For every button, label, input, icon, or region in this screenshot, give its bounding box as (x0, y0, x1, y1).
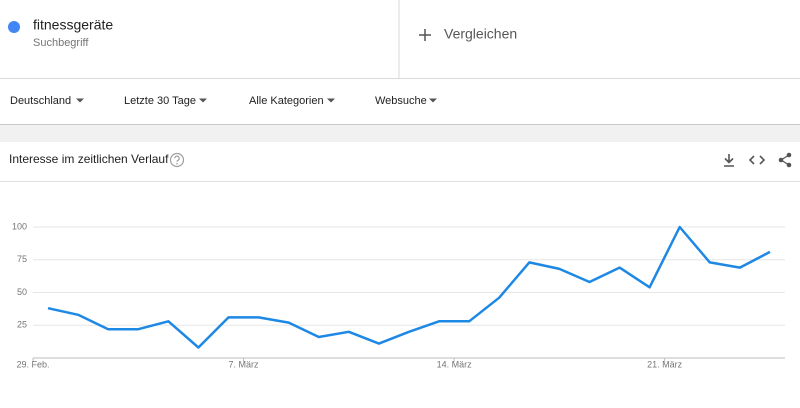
term-type: Suchbegriff (33, 37, 89, 49)
share-lines (779, 154, 790, 166)
filter-label[interactable]: Alle Kategorien (249, 95, 324, 107)
y-tick-label: 75 (17, 254, 27, 264)
x-tick-label: 21. März (647, 359, 683, 369)
embed-icon[interactable] (748, 155, 766, 165)
term-dot (8, 21, 20, 33)
compare-label[interactable]: Vergleichen (444, 26, 517, 42)
filter-label[interactable]: Deutschland (10, 95, 71, 107)
x-tick-label: 7. März (229, 359, 260, 369)
term[interactable]: fitnessgeräte (33, 17, 113, 33)
embed-glyph (748, 155, 766, 165)
y-tick-label: 25 (17, 320, 27, 330)
compare-button[interactable]: Vergleichen (419, 26, 517, 42)
dropdown-arrow (327, 98, 335, 103)
download-icon[interactable] (724, 154, 734, 167)
filter-dropdown[interactable]: Alle Kategorien (249, 95, 335, 107)
help-circle (169, 152, 185, 168)
y-tick-label: 100 (12, 221, 27, 231)
help-glyph (174, 155, 180, 162)
chart: 25 50 75 100 29. Feb. 7. März 14. März 21. März (12, 221, 785, 369)
help-icon[interactable] (169, 152, 185, 168)
download-glyph (724, 154, 734, 167)
y-tick-label: 50 (17, 287, 27, 297)
filter-dropdown[interactable]: Deutschland (10, 95, 84, 107)
filter-bar: Deutschland Letzte 30 Tage Alle Kategorien… (10, 95, 437, 107)
help-dot (176, 163, 178, 165)
filter-label[interactable]: Letzte 30 Tage (124, 95, 196, 107)
x-tick-label: 29. Feb. (16, 359, 49, 369)
dropdown-arrow (199, 98, 207, 103)
plus-icon (419, 29, 431, 41)
chart-title: Interesse im zeitlichen Verlauf (9, 152, 169, 166)
dropdown-arrow (429, 98, 437, 103)
share-icon[interactable] (778, 152, 792, 168)
gap (0, 124, 800, 142)
filter-dropdown[interactable]: Letzte 30 Tage (124, 95, 207, 107)
x-tick-label: 14. März (437, 359, 473, 369)
filter-dropdown[interactable]: Websuche (375, 95, 437, 107)
dropdown-arrow (76, 98, 84, 103)
filter-label[interactable]: Websuche (375, 95, 427, 107)
trend-line (47, 225, 771, 349)
